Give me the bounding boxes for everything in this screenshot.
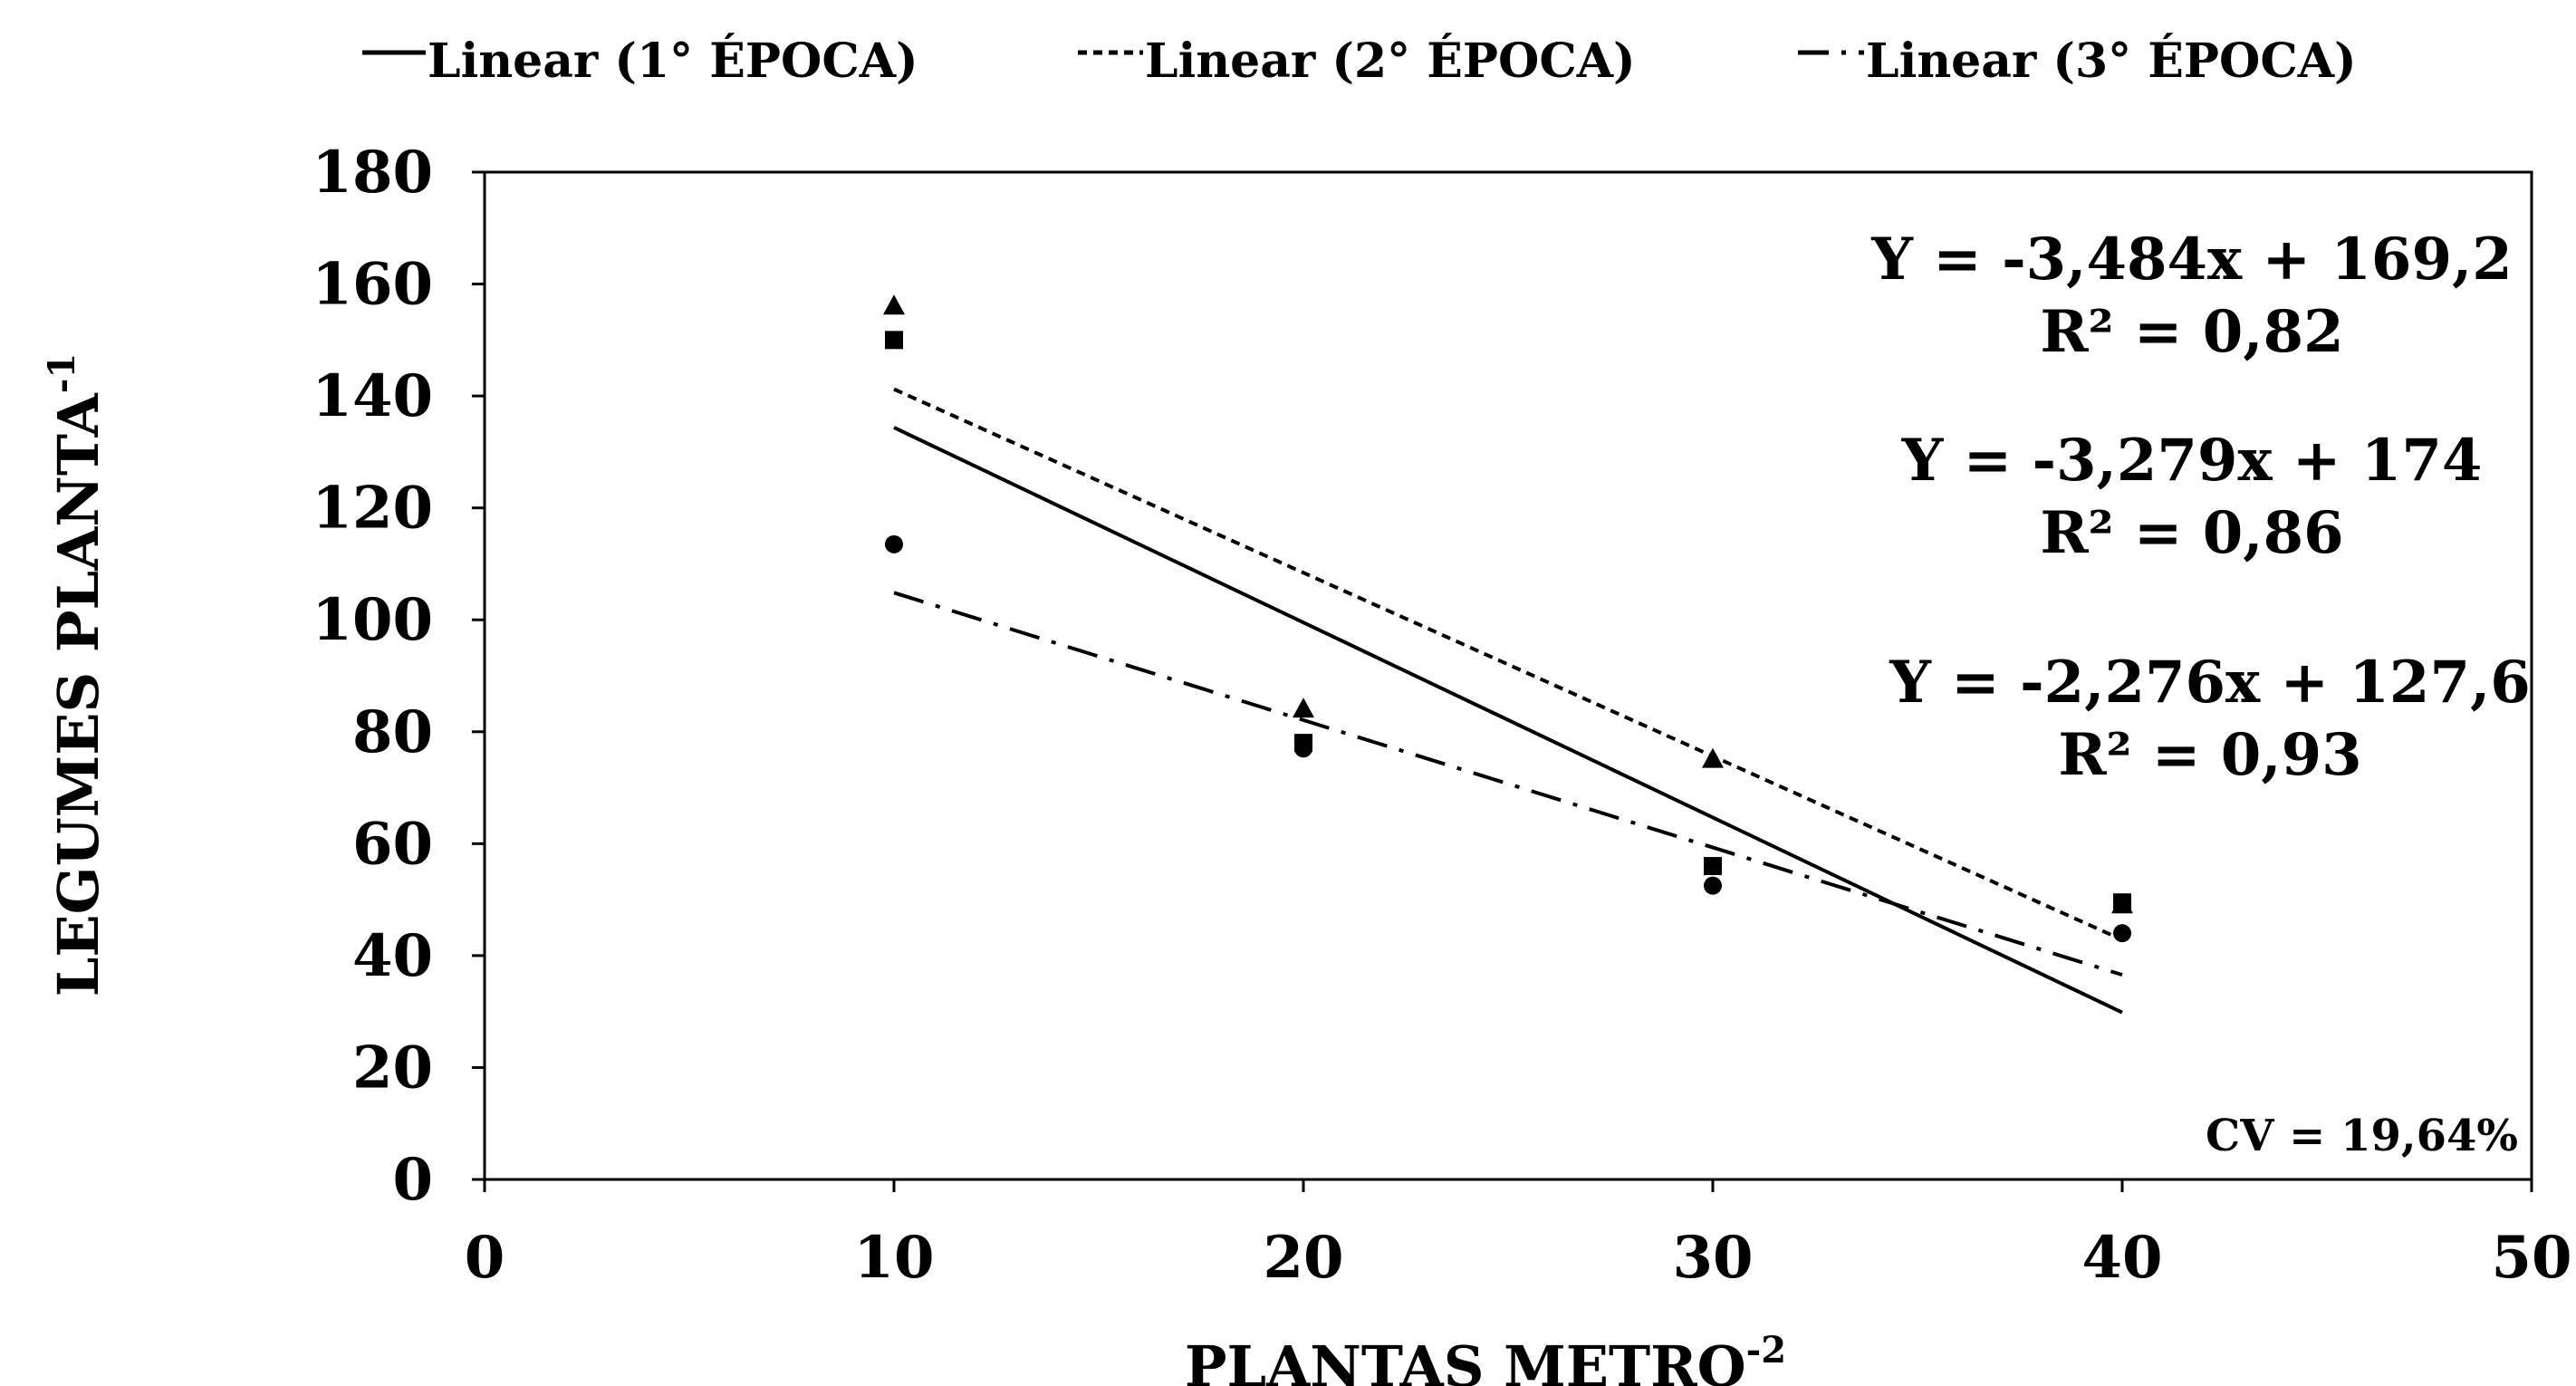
y-tick-label: 160 (312, 251, 433, 319)
y-tick-label: 20 (352, 1034, 433, 1102)
legend: Linear (1° ÉPOCA) Linear (2° ÉPOCA) Line… (362, 33, 2357, 89)
y-tick-label: 180 (312, 139, 433, 207)
cv-label: CV = 19,64% (2206, 1111, 2518, 1161)
y-tick-label: 140 (312, 362, 433, 430)
x-axis-ticks: 0 10 20 30 40 50 (465, 1179, 2572, 1292)
y-tick-label: 0 (392, 1146, 433, 1214)
y-tick-label: 120 (312, 475, 433, 543)
data-point-circle (2113, 924, 2131, 943)
data-point-triangle (883, 294, 905, 315)
y-axis-ticks: 0 20 40 60 80 100 120 140 160 180 (312, 139, 485, 1214)
data-point-triangle (2111, 893, 2133, 914)
x-tick-label: 10 (853, 1224, 934, 1292)
data-point-circle (1704, 876, 1722, 895)
data-point-square (1704, 857, 1722, 876)
x-axis-title-main: PLANTAS METRO (1185, 1333, 1746, 1386)
y-tick-label: 100 (312, 586, 433, 654)
trendline-solid (893, 426, 2123, 1015)
y-axis-title-sup: -1 (41, 353, 83, 393)
y-tick-label: 60 (352, 810, 433, 878)
data-points (883, 294, 2133, 943)
equation-3: Y = -2,276x + 127,6 (1889, 649, 2531, 717)
equation-2: Y = -3,279x + 174 (1901, 427, 2483, 495)
y-tick-label: 80 (352, 698, 433, 766)
data-point-square (885, 331, 903, 350)
r-squared-1: R² = 0,82 (2040, 298, 2343, 366)
y-axis-title: LEGUMES PLANTA-1 (41, 353, 111, 996)
data-point-triangle (1293, 698, 1314, 718)
x-tick-label: 30 (1672, 1224, 1753, 1292)
y-axis-title-main: LEGUMES PLANTA (45, 392, 111, 996)
legend-label-2: Linear (2° ÉPOCA) (1145, 33, 1636, 89)
x-axis-title-sup: -2 (1746, 1329, 1786, 1372)
r-squared-2: R² = 0,86 (2040, 499, 2343, 567)
data-point-triangle (1702, 747, 1724, 768)
trendline-dotted (893, 387, 2123, 942)
x-axis-title: PLANTAS METRO-2 (1185, 1329, 1786, 1386)
x-tick-label: 0 (465, 1224, 505, 1292)
x-tick-label: 40 (2081, 1224, 2162, 1292)
data-point-circle (1294, 739, 1312, 758)
y-tick-label: 40 (352, 922, 433, 990)
legend-label-3: Linear (3° ÉPOCA) (1866, 33, 2357, 89)
trendlines (893, 387, 2123, 1015)
equation-1: Y = -3,484x + 169,2 (1870, 226, 2513, 294)
x-tick-label: 50 (2491, 1224, 2571, 1292)
plot-area-frame (483, 170, 2533, 1181)
data-point-circle (885, 534, 903, 553)
x-tick-label: 20 (1263, 1224, 1343, 1292)
legend-label-1: Linear (1° ÉPOCA) (428, 33, 918, 89)
equation-annotations: Y = -3,484x + 169,2 R² = 0,82 Y = -3,279… (1870, 226, 2531, 1161)
r-squared-3: R² = 0,93 (2058, 721, 2361, 789)
